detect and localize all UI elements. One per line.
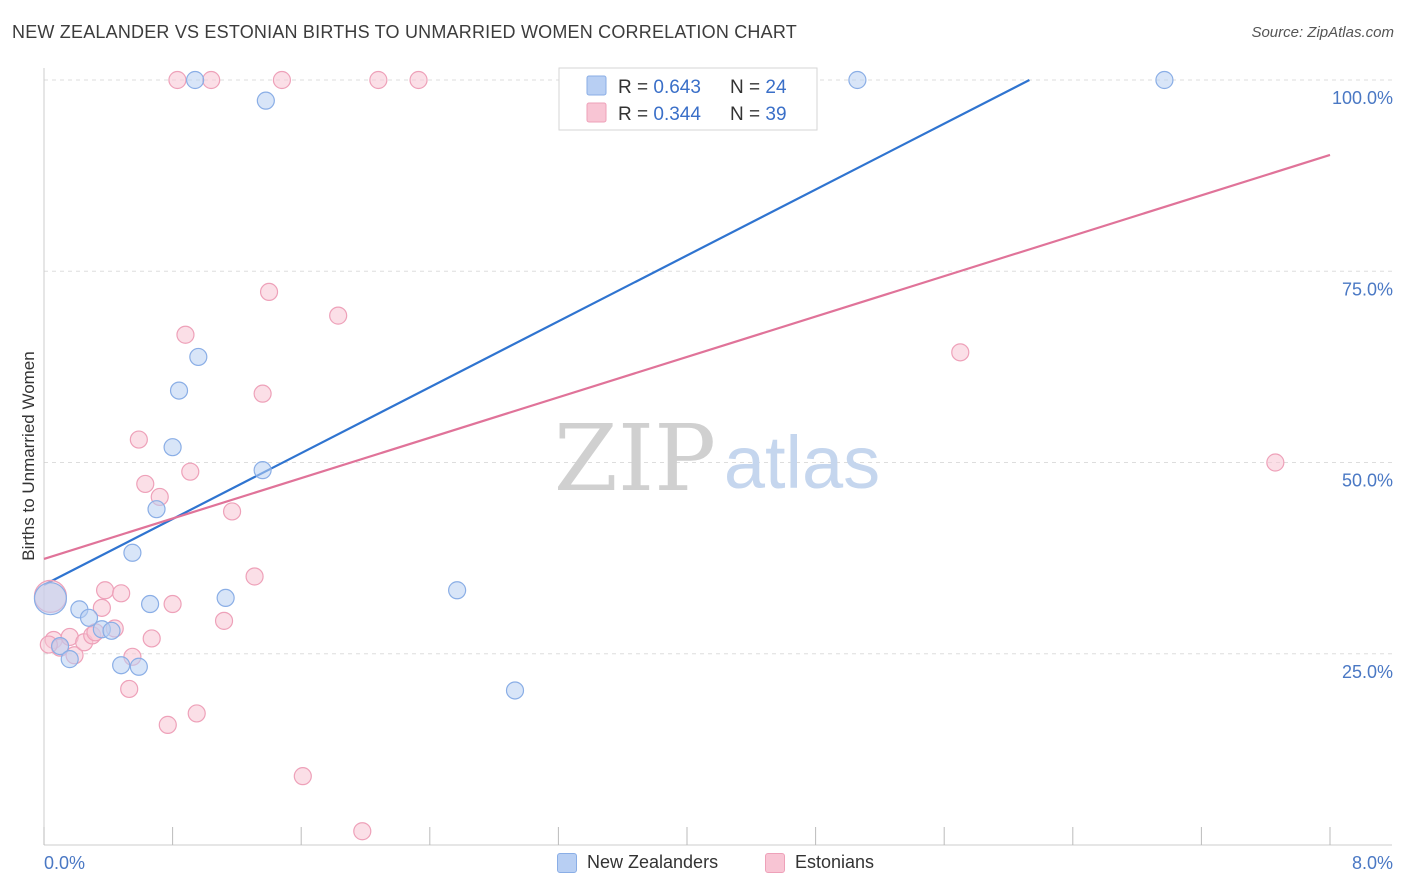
point-new-zealanders-14 — [189, 347, 208, 367]
point-new-zealanders-17 — [253, 461, 272, 480]
legend-item-new-zealanders: New Zealanders — [557, 852, 718, 873]
x-tick-label-min: 0.0% — [44, 853, 85, 873]
svg-text:R = 0.643: R = 0.643 — [618, 77, 701, 98]
y-tick-label-100: 100.0% — [1332, 88, 1393, 108]
point-estonians-22 — [181, 462, 200, 481]
point-estonians-16 — [142, 629, 161, 648]
trend-line-new-zealanders — [43, 79, 1030, 586]
top-legend: R = 0.643 N = 24 R = 0.344 N = 39 — [558, 67, 818, 131]
svg-text:N = 24: N = 24 — [730, 77, 787, 98]
legend-n-label-2: N = — [730, 104, 765, 125]
legend-r-value-2: 0.344 — [653, 104, 701, 125]
legend-n-value-1: 24 — [765, 77, 787, 98]
point-estonians-24 — [202, 70, 221, 90]
legend-swatch-new-zealanders — [557, 852, 577, 873]
axes — [43, 68, 1392, 846]
point-new-zealanders-18 — [256, 91, 275, 110]
point-estonians-11 — [112, 584, 131, 603]
point-new-zealanders-9 — [123, 543, 142, 562]
legend-n-value-2: 39 — [765, 104, 786, 125]
point-new-zealanders-19 — [448, 581, 467, 600]
point-estonians-26 — [222, 502, 242, 521]
svg-text:N = 39: N = 39 — [730, 104, 787, 125]
point-new-zealanders-13 — [169, 381, 189, 400]
point-estonians-18 — [158, 715, 177, 734]
legend-r-label-2: R = — [618, 104, 653, 125]
x-tick-labels: 0.0% 8.0% — [44, 853, 1393, 873]
point-new-zealanders-10 — [140, 594, 160, 614]
point-estonians-36 — [951, 343, 970, 362]
watermark: ZIP atlas — [554, 405, 880, 512]
point-new-zealanders-22 — [848, 70, 867, 90]
point-estonians-34 — [369, 70, 388, 90]
point-new-zealanders-0 — [33, 582, 68, 616]
data-points — [33, 70, 1285, 841]
point-estonians-14 — [129, 430, 148, 449]
legend-label-estonians: Estonians — [795, 852, 875, 872]
legend-n-label-1: N = — [730, 77, 765, 98]
trend-line-estonians — [43, 153, 1331, 560]
legend-r-value-1: 0.643 — [653, 77, 701, 98]
watermark-atlas: atlas — [724, 421, 880, 504]
x-tick-label-max: 8.0% — [1352, 853, 1393, 873]
legend-item-estonians: Estonians — [765, 852, 874, 873]
legend-swatch-estonians — [765, 852, 785, 873]
point-new-zealanders-15 — [186, 70, 205, 90]
point-new-zealanders-6 — [102, 621, 121, 640]
point-estonians-33 — [353, 822, 372, 841]
point-estonians-21 — [176, 325, 195, 344]
point-estonians-37 — [1266, 453, 1285, 472]
grid-lines — [44, 79, 1392, 655]
legend-swatch-pink — [586, 102, 607, 123]
point-estonians-9 — [95, 581, 115, 600]
legend-r-label-1: R = — [618, 77, 653, 98]
watermark-zip: ZIP — [554, 405, 716, 512]
point-new-zealanders-8 — [129, 657, 148, 676]
y-tick-label-25: 25.0% — [1342, 662, 1393, 682]
point-estonians-15 — [136, 474, 155, 494]
point-new-zealanders-11 — [147, 500, 166, 519]
y-tick-label-75: 75.0% — [1342, 279, 1393, 299]
point-estonians-31 — [293, 767, 312, 786]
svg-text:R = 0.344: R = 0.344 — [618, 104, 701, 125]
point-estonians-8 — [92, 598, 111, 617]
point-new-zealanders-4 — [79, 608, 99, 627]
y-axis-title: Births to Unmarried Women — [19, 351, 38, 560]
y-tick-label-50: 50.0% — [1342, 471, 1393, 491]
point-new-zealanders-16 — [216, 588, 235, 608]
chart-title: NEW ZEALANDER VS ESTONIAN BIRTHS TO UNMA… — [12, 22, 797, 42]
point-estonians-30 — [272, 70, 292, 90]
legend-swatch-blue — [586, 75, 607, 96]
point-estonians-23 — [187, 704, 206, 723]
trend-lines — [43, 79, 1331, 586]
point-estonians-19 — [163, 594, 182, 614]
point-new-zealanders-7 — [112, 656, 131, 675]
point-new-zealanders-20 — [505, 681, 525, 700]
point-new-zealanders-12 — [163, 438, 182, 457]
bottom-legend: New Zealanders Estonians — [0, 852, 1406, 878]
point-estonians-29 — [259, 282, 279, 302]
point-estonians-25 — [214, 611, 234, 630]
y-tick-labels: 25.0% 50.0% 75.0% 100.0% — [1332, 88, 1393, 682]
point-estonians-20 — [168, 70, 187, 90]
legend-label-new-zealanders: New Zealanders — [587, 852, 719, 872]
point-new-zealanders-23 — [1155, 70, 1174, 90]
point-estonians-27 — [245, 567, 264, 586]
point-estonians-28 — [253, 384, 272, 403]
point-new-zealanders-1 — [50, 636, 70, 656]
source-credit: Source: ZipAtlas.com — [1251, 24, 1394, 41]
point-estonians-12 — [120, 679, 139, 699]
point-estonians-32 — [329, 306, 348, 325]
point-new-zealanders-2 — [60, 650, 79, 669]
point-estonians-35 — [409, 70, 428, 90]
